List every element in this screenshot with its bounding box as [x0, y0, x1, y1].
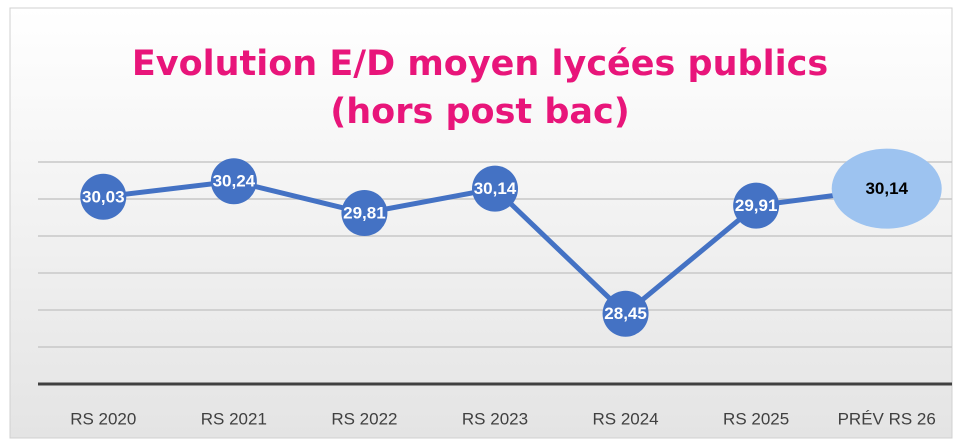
data-label: 30,03 [82, 187, 125, 206]
marker [831, 148, 942, 229]
marker [472, 165, 518, 212]
data-label: 30,14 [474, 179, 517, 198]
data-label: 30,14 [865, 179, 908, 198]
marker [733, 182, 780, 229]
marker [80, 173, 127, 220]
data-label: 30,24 [213, 172, 256, 191]
data-label: 29,81 [343, 204, 386, 223]
marker [210, 158, 257, 205]
chart-background [9, 7, 953, 439]
x-tick-label: PRÉV RS 26 [838, 409, 936, 428]
x-tick-label: RS 2022 [331, 409, 397, 428]
marker [602, 290, 649, 337]
x-tick-label: RS 2023 [462, 409, 528, 428]
data-label: 29,91 [735, 196, 778, 215]
marker [341, 190, 388, 237]
x-tick-label: RS 2024 [592, 409, 658, 428]
data-label: 28,45 [604, 304, 647, 323]
x-tick-label: RS 2021 [201, 409, 267, 428]
x-tick-label: RS 2020 [70, 409, 136, 428]
chart-title: Evolution E/D moyen lycées publics (hors… [131, 44, 829, 132]
x-tick-label: RS 2025 [723, 409, 789, 428]
